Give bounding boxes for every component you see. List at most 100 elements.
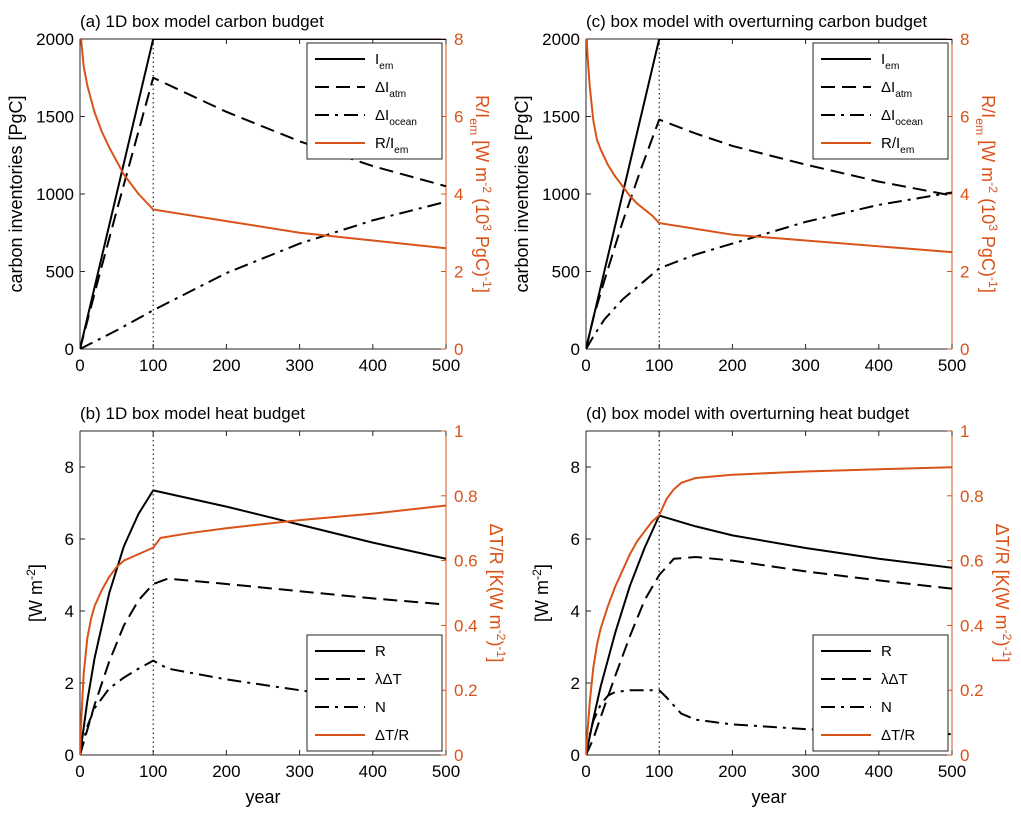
series-line xyxy=(586,118,952,349)
series-line xyxy=(586,39,952,349)
y-axis-label: [W m-2] xyxy=(530,564,552,622)
y2-axis-label: ΔT/R [K(W m-2)-1] xyxy=(486,524,508,663)
y-tick-label: 1500 xyxy=(542,108,580,127)
legend-label: N xyxy=(881,699,892,716)
x-tick-label: 400 xyxy=(359,356,387,375)
legend-label: ΔIatm xyxy=(881,79,912,100)
y2-tick-label: 0.4 xyxy=(454,616,478,635)
y-tick-label: 2000 xyxy=(542,30,580,49)
y2-tick-label: 0 xyxy=(960,340,969,359)
x-tick-label: 200 xyxy=(212,762,240,781)
x-tick-label: 300 xyxy=(285,762,313,781)
legend-label: R/Iem xyxy=(881,135,914,156)
y2-tick-label: 0.8 xyxy=(960,487,984,506)
y2-tick-label: 0.8 xyxy=(454,487,478,506)
y2-axis-label: ΔT/R [K(W m-2)-1] xyxy=(992,524,1014,663)
y-tick-label: 8 xyxy=(65,458,74,477)
x-tick-label: 0 xyxy=(75,356,84,375)
x-tick-label: 300 xyxy=(791,356,819,375)
y2-tick-label: 1 xyxy=(454,422,463,441)
y2-tick-label: 6 xyxy=(960,108,969,127)
y2-tick-label: 0.6 xyxy=(960,552,984,571)
legend: Iem ΔIatm ΔIocean R/Iem xyxy=(306,42,443,160)
series-line xyxy=(586,556,952,755)
y-tick-label: 500 xyxy=(46,263,74,282)
chart-title: (d) box model with overturning heat budg… xyxy=(586,404,909,423)
x-tick-label: 500 xyxy=(432,762,460,781)
y-tick-label: 0 xyxy=(571,340,580,359)
legend-label: ΔT/R xyxy=(375,727,409,744)
series-line xyxy=(586,39,952,254)
legend-label: ΔIocean xyxy=(375,107,417,128)
x-tick-label: 0 xyxy=(75,762,84,781)
x-axis-label: year xyxy=(245,787,280,807)
legend: Iem ΔIatm ΔIocean R/Iem xyxy=(812,42,949,160)
chart-title: (c) box model with overturning carbon bu… xyxy=(586,12,927,31)
x-tick-label: 200 xyxy=(718,762,746,781)
x-tick-label: 100 xyxy=(139,762,167,781)
y2-tick-label: 6 xyxy=(454,108,463,127)
legend-label: R/Iem xyxy=(375,135,408,156)
legend-box xyxy=(812,634,949,752)
y2-tick-label: 2 xyxy=(960,263,969,282)
y2-tick-label: 4 xyxy=(454,185,463,204)
series-line xyxy=(80,489,446,755)
series-line xyxy=(586,689,952,755)
series-group xyxy=(80,489,446,755)
y-tick-label: 0 xyxy=(571,746,580,765)
x-tick-label: 200 xyxy=(718,356,746,375)
legend-box xyxy=(306,634,443,752)
x-tick-label: 0 xyxy=(581,762,590,781)
y2-tick-label: 1 xyxy=(960,422,969,441)
y-tick-label: 1000 xyxy=(36,185,74,204)
series-group xyxy=(586,466,952,755)
legend-label: R xyxy=(375,643,386,660)
series-line xyxy=(80,39,446,349)
x-tick-label: 500 xyxy=(938,356,966,375)
x-axis-label: year xyxy=(751,787,786,807)
series-line xyxy=(80,39,446,250)
legend-label: λΔT xyxy=(881,671,908,688)
y2-tick-label: 8 xyxy=(454,30,463,49)
legend-label: ΔIocean xyxy=(881,107,923,128)
y2-axis-label: R/Iem [W m-2 (103 PgC)-1] xyxy=(973,95,1000,293)
y-tick-label: 2 xyxy=(65,674,74,693)
series-line xyxy=(586,514,952,755)
x-tick-label: 500 xyxy=(432,356,460,375)
x-tick-label: 500 xyxy=(938,762,966,781)
chart-title: (b) 1D box model heat budget xyxy=(80,404,305,423)
series-group xyxy=(586,39,952,349)
series-line xyxy=(586,191,952,349)
x-tick-label: 100 xyxy=(645,762,673,781)
y2-tick-label: 0.2 xyxy=(960,681,984,700)
y-tick-label: 2 xyxy=(571,674,580,693)
y2-tick-label: 0.6 xyxy=(454,552,478,571)
y2-tick-label: 0.2 xyxy=(454,681,478,700)
y2-tick-label: 0.4 xyxy=(960,616,984,635)
legend-label: R xyxy=(881,643,892,660)
y-tick-label: 500 xyxy=(552,263,580,282)
y-tick-label: 1000 xyxy=(542,185,580,204)
series-line xyxy=(586,466,952,755)
y-axis-label: [W m-2] xyxy=(24,564,46,622)
legend-label: λΔT xyxy=(375,671,402,688)
legend-label: N xyxy=(375,699,386,716)
panel-c: (c) box model with overturning carbon bu… xyxy=(512,12,1000,375)
y-tick-label: 2000 xyxy=(36,30,74,49)
x-tick-label: 100 xyxy=(645,356,673,375)
y-tick-label: 4 xyxy=(571,602,580,621)
y2-tick-label: 4 xyxy=(960,185,969,204)
y-tick-label: 6 xyxy=(571,530,580,549)
y2-tick-label: 0 xyxy=(454,746,463,765)
series-line xyxy=(80,659,446,755)
panel-b: (b) 1D box model heat budget 0 100 200 300 40… xyxy=(24,404,508,807)
legend-label: ΔT/R xyxy=(881,727,915,744)
panel-d: (d) box model with overturning heat budg… xyxy=(530,404,1014,807)
legend-box xyxy=(812,42,949,160)
y-tick-label: 8 xyxy=(571,458,580,477)
legend-label: Iem xyxy=(375,51,393,72)
x-tick-label: 400 xyxy=(359,762,387,781)
